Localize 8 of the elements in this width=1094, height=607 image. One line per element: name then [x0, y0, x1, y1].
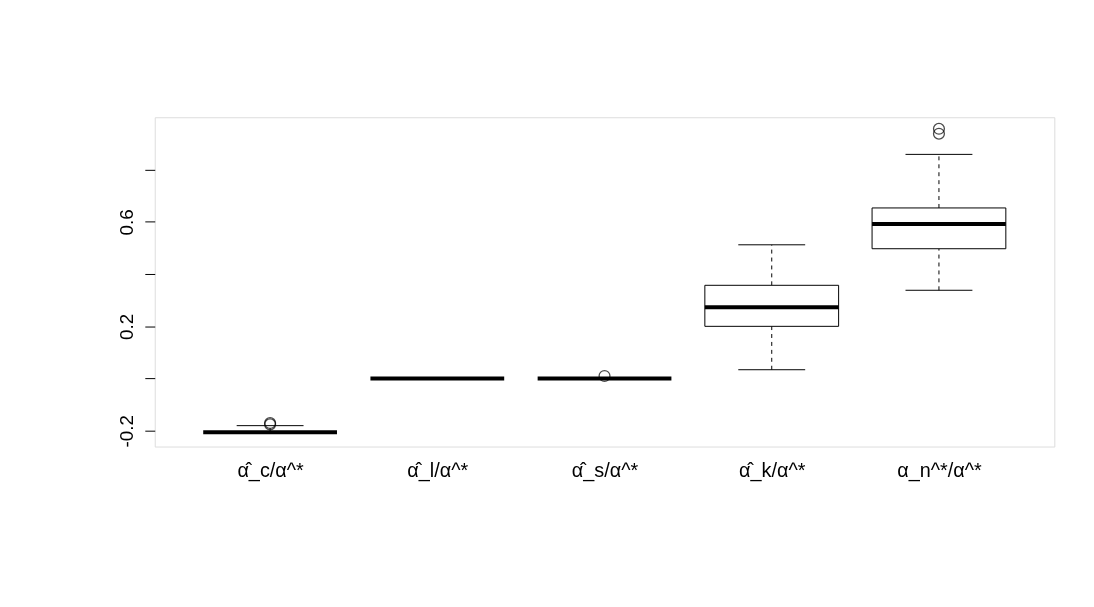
x-tick-label: α_n^*/α^* [897, 458, 982, 482]
x-tick-label: α̂_c/α^* [237, 458, 305, 482]
x-tick-label: α̂_s/α^* [571, 458, 639, 482]
y-tick-label: -0.2 [116, 415, 138, 448]
x-tick-label: α̂_k/α^* [739, 458, 806, 482]
y-tick-label: 0.2 [116, 313, 138, 340]
y-tick-label: 0.6 [116, 209, 138, 236]
x-tick-label: α̂_l/α^* [407, 458, 469, 482]
